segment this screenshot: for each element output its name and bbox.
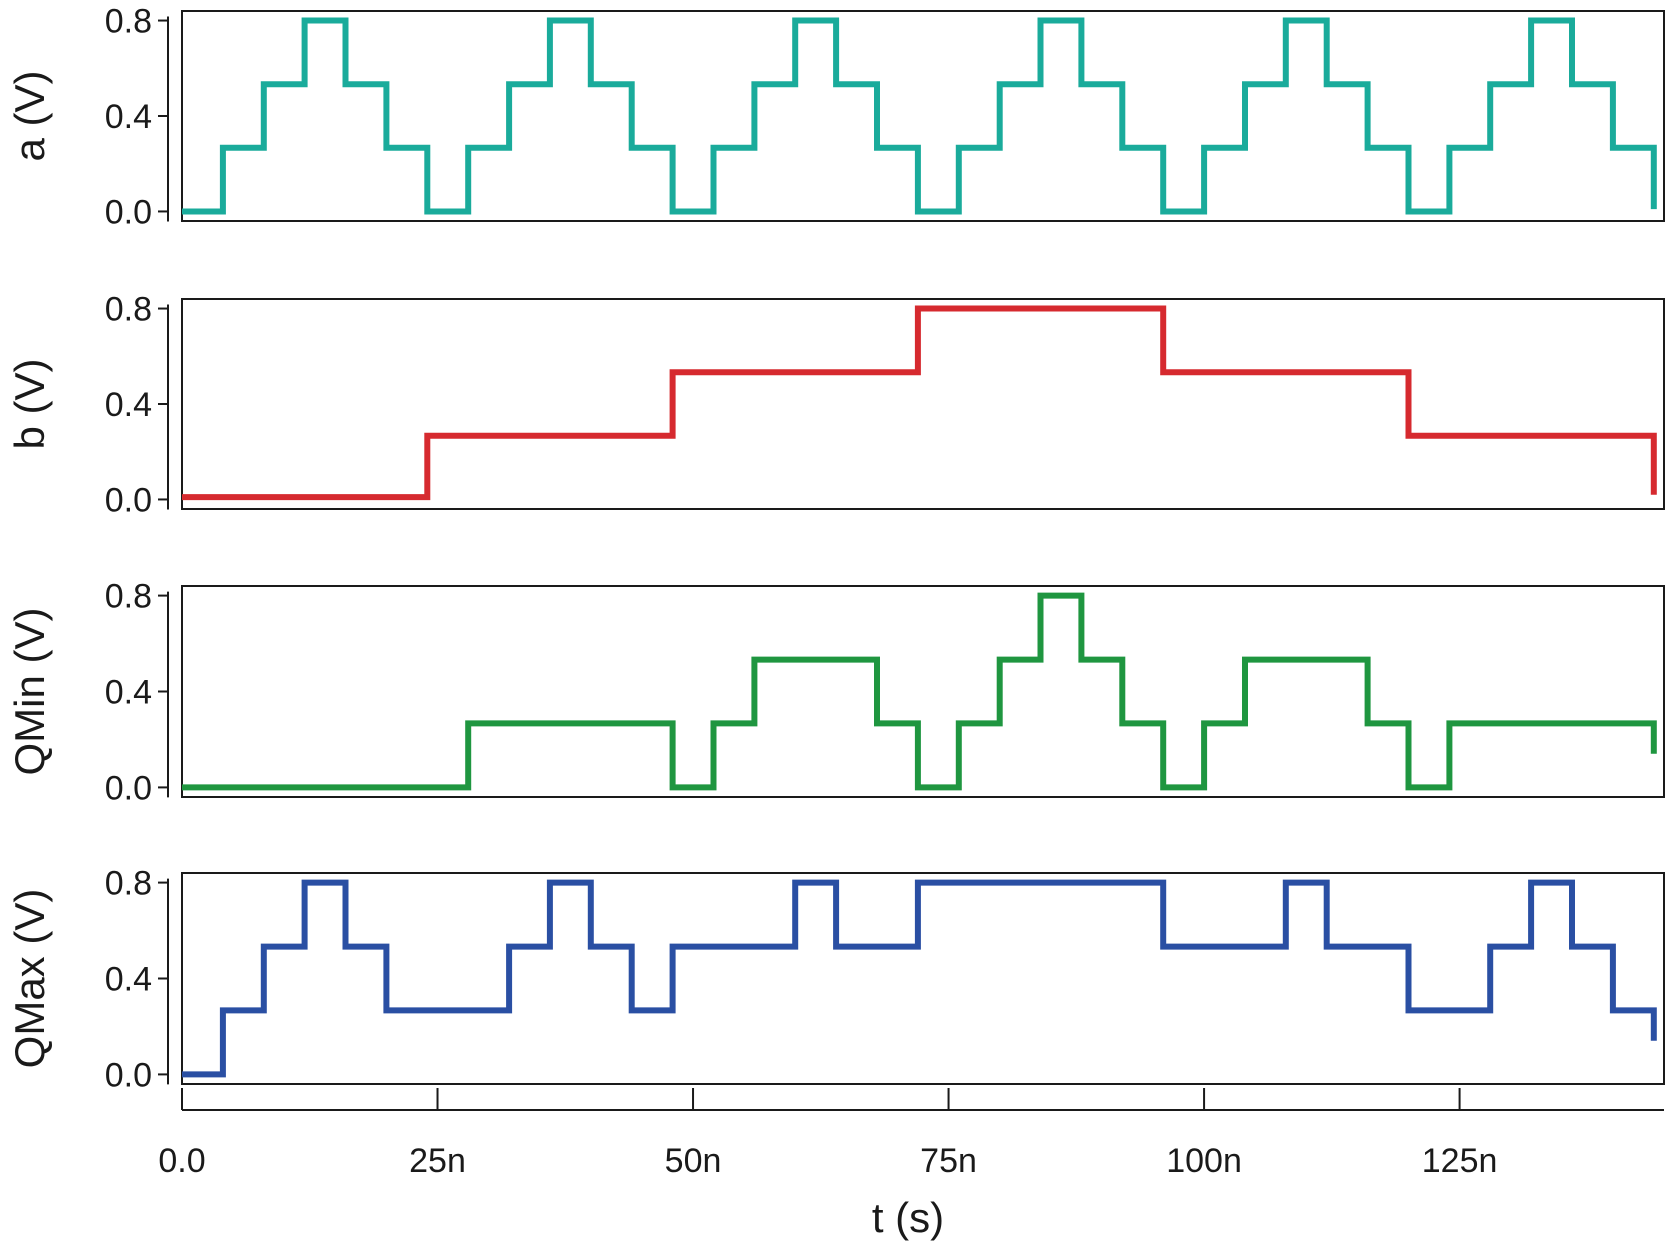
x-tick-label-1: 0.0 [158, 1142, 205, 1180]
panel-frame-3 [181, 585, 1665, 798]
y-tick-label-1-3: 0.8 [105, 3, 152, 41]
x-tick-label-2: 25n [409, 1142, 466, 1180]
y-tick-label-4-3: 0.8 [105, 865, 152, 903]
x-axis-label: t (s) [872, 1194, 944, 1241]
y-axis-label-3: QMin (V) [6, 608, 53, 776]
y-tick-label-3-2: 0.4 [105, 674, 152, 712]
x-tick-label-4: 75n [920, 1142, 977, 1180]
y-tick-label-2-3: 0.8 [105, 291, 152, 329]
y-axis-label-2: b (V) [6, 358, 53, 449]
y-tick-label-2-2: 0.4 [105, 386, 152, 424]
panel-frame-4 [181, 872, 1665, 1085]
y-tick-label-1-1: 0.0 [105, 193, 152, 231]
x-tick-label-6: 125n [1422, 1142, 1498, 1180]
trace-3 [182, 592, 1657, 791]
trace-4 [182, 879, 1657, 1078]
x-tick-label-5: 100n [1166, 1142, 1242, 1180]
y-tick-label-2-1: 0.0 [105, 481, 152, 519]
y-tick-label-4-1: 0.0 [105, 1056, 152, 1094]
y-axis-label-1: a (V) [6, 70, 53, 161]
y-tick-label-3-3: 0.8 [105, 578, 152, 616]
y-tick-label-1-2: 0.4 [105, 98, 152, 136]
trace-2 [182, 305, 1657, 501]
y-tick-label-3-1: 0.0 [105, 769, 152, 807]
panel-frame-2 [181, 298, 1665, 510]
trace-1 [182, 17, 1657, 215]
x-tick-label-3: 50n [665, 1142, 722, 1180]
y-tick-label-4-2: 0.4 [105, 961, 152, 999]
y-axis-label-4: QMax (V) [6, 889, 53, 1069]
panel-frame-1 [181, 10, 1665, 222]
